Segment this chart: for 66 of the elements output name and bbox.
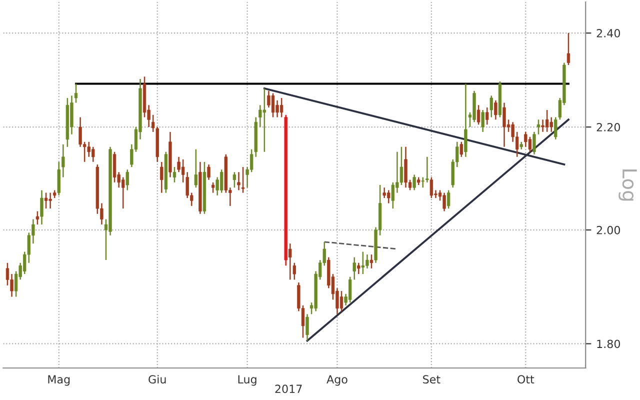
- candlestick: [536, 119, 540, 136]
- candlestick: [426, 156, 429, 184]
- candlestick: [44, 192, 48, 210]
- candlestick: [486, 106, 489, 126]
- y-tick-label: 1.80: [597, 340, 620, 348]
- candlestick: [404, 146, 408, 188]
- candlestick: [126, 168, 129, 191]
- candlestick: [194, 148, 198, 188]
- x-tick-label: Ago: [326, 375, 348, 386]
- candlestick: [481, 109, 484, 133]
- candlestick: [288, 242, 292, 280]
- candlestick: [232, 172, 236, 188]
- y-axis-title: Log: [618, 170, 637, 201]
- candlestick: [460, 141, 463, 158]
- candlestick: [267, 90, 270, 108]
- candlestick: [258, 104, 262, 128]
- candlestick: [280, 97, 284, 118]
- candlestick: [442, 192, 446, 212]
- candlestick: [494, 100, 498, 120]
- text: 2017: [275, 384, 302, 394]
- candlestick: [241, 166, 245, 194]
- y-tick-label: 2.00: [596, 226, 620, 234]
- candlestick: [237, 172, 240, 191]
- candlestick: [550, 116, 553, 133]
- x-tick-label: Ott: [518, 375, 534, 384]
- candlestick: [57, 161, 60, 196]
- x-tick-label: Giu: [148, 374, 166, 384]
- candlestick: [262, 88, 266, 152]
- candlestick: [532, 131, 536, 155]
- candlestick: [211, 182, 215, 194]
- candlestick: [430, 176, 434, 199]
- candlestick: [36, 210, 40, 226]
- candlestick: [306, 314, 309, 342]
- candlestick: [62, 144, 65, 178]
- candlestick: [446, 190, 450, 210]
- candlestick: [502, 102, 506, 148]
- candlestick: [352, 256, 356, 280]
- candlestick: [40, 190, 44, 226]
- candlestick: [207, 164, 210, 180]
- candlestick: [160, 161, 164, 194]
- candlestick: [490, 94, 493, 118]
- candlestick: [348, 276, 352, 304]
- candlestick: [476, 104, 480, 126]
- candlestick: [528, 136, 532, 152]
- y-tick-label: 2.20: [596, 122, 620, 132]
- candlestick: [48, 192, 52, 210]
- candlestick: [112, 151, 116, 184]
- candlestick: [271, 92, 275, 118]
- candlestick: [421, 176, 424, 188]
- candlestick: [357, 262, 360, 275]
- candlestick: [545, 109, 549, 133]
- x-tick-label: Lug: [238, 375, 256, 386]
- candlestick: [524, 131, 528, 148]
- candlestick: [554, 116, 558, 140]
- candlestick: [464, 83, 468, 158]
- x-tick-label: Set: [423, 375, 440, 384]
- x-tick-label: Mag: [48, 375, 70, 386]
- candlestick: [172, 166, 176, 184]
- candlestick: [74, 83, 78, 104]
- candlestick: [400, 146, 404, 186]
- y-tick-label: 2.40: [596, 29, 620, 38]
- candlestick: [370, 254, 374, 270]
- candlestick: [340, 290, 344, 312]
- candlestick: [412, 174, 416, 191]
- candlestick: [566, 32, 570, 66]
- candlestick: [292, 262, 296, 280]
